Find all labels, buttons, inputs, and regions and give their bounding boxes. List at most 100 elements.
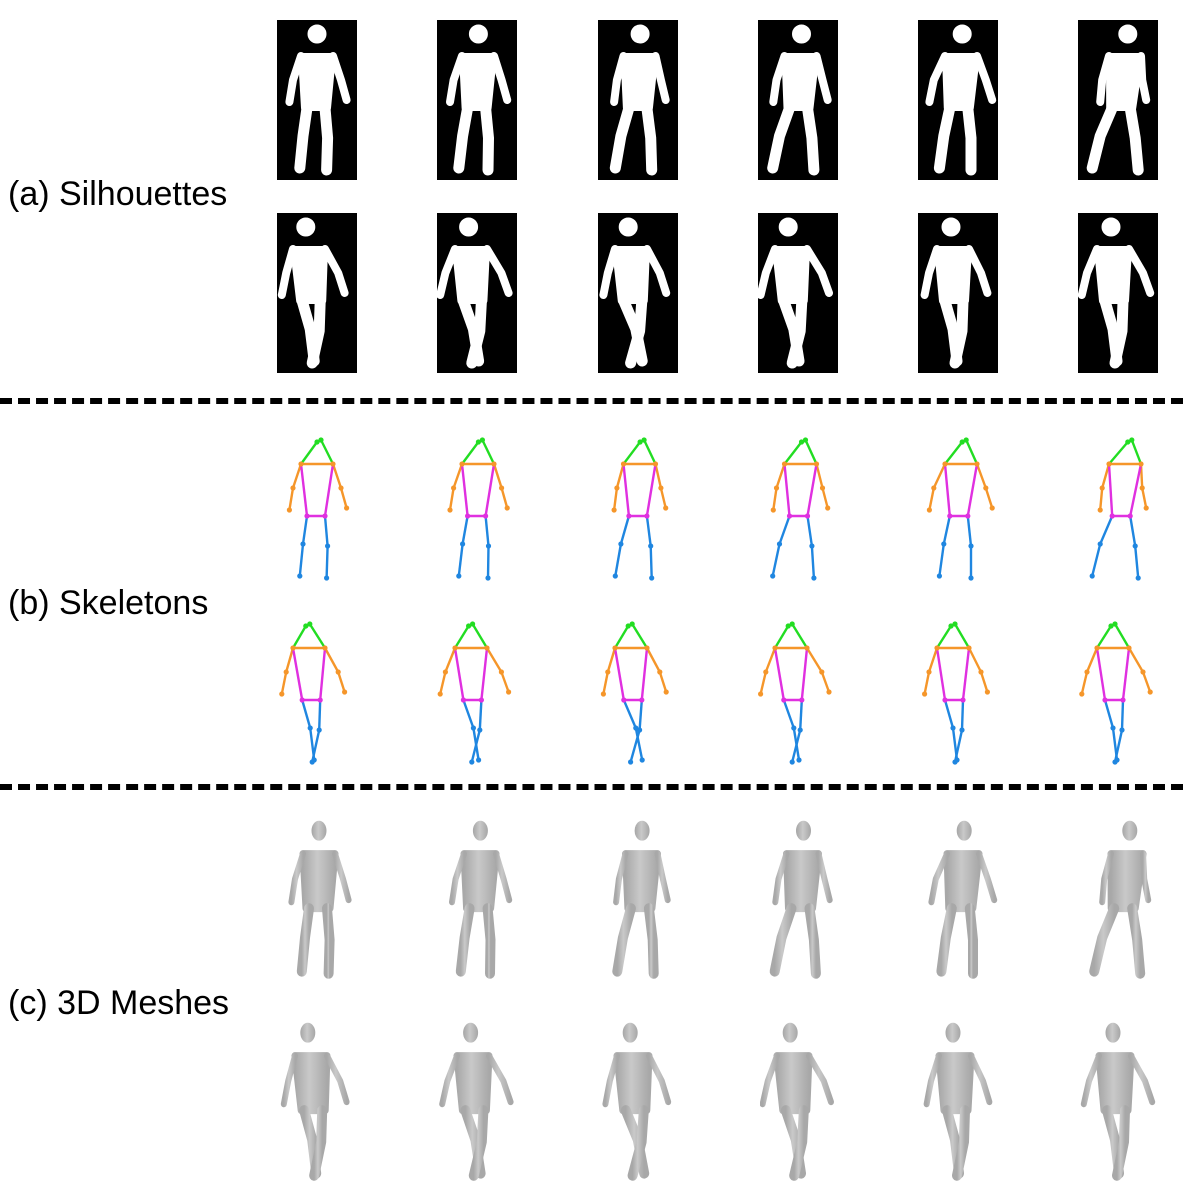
skeleton-joint	[797, 727, 803, 733]
skeleton-bone	[645, 463, 657, 517]
skeleton-bone	[979, 671, 989, 693]
silhouette-figure	[599, 217, 671, 369]
skeleton-bone	[325, 545, 329, 579]
skeleton-joint	[485, 575, 491, 581]
skeleton-joint	[781, 461, 788, 467]
skeleton-joint	[483, 513, 489, 519]
skeleton-bone	[1134, 545, 1140, 579]
skeleton-joint	[338, 485, 344, 491]
skeleton-bone	[614, 543, 623, 577]
skeleton-bone	[772, 487, 778, 511]
skeleton-joint	[620, 461, 627, 467]
skeleton-bone	[448, 487, 455, 511]
skeleton-joint	[303, 623, 309, 629]
skeleton-frame-1-2	[437, 428, 517, 588]
skeleton-joint	[1089, 573, 1095, 579]
skeleton-joint	[470, 725, 476, 731]
skeleton-bone	[480, 647, 489, 701]
skeleton-joint	[322, 645, 328, 651]
skeleton-bone	[484, 463, 496, 517]
skeleton-bone	[783, 463, 791, 517]
skeleton-joint	[952, 621, 958, 627]
skeleton-bone	[783, 441, 803, 465]
skeleton-bone	[629, 729, 641, 763]
mesh-figure	[760, 1022, 834, 1181]
skeleton-frame-1-1	[277, 428, 357, 588]
silhouette-frame-1-3	[598, 20, 678, 180]
skeleton-bone	[318, 699, 322, 731]
skeleton-joint	[776, 541, 783, 547]
divider-bottom	[0, 784, 1183, 790]
skeleton-joint	[325, 543, 331, 549]
skeleton-joint	[966, 645, 972, 651]
skeleton-joint	[959, 727, 965, 733]
skeleton-bone	[291, 647, 304, 701]
skeleton-joint	[309, 759, 315, 765]
skeleton-joint	[1147, 689, 1153, 695]
skeleton-joint	[1126, 645, 1132, 651]
skeleton-joint	[658, 485, 664, 491]
skeleton-bone	[975, 463, 987, 489]
skeleton-frame-2-1	[277, 612, 357, 772]
skeleton-joint	[442, 669, 448, 675]
skeleton-bone	[300, 441, 318, 465]
skeleton-bone	[659, 487, 667, 509]
skeleton-joint	[498, 669, 504, 675]
skeleton-joint	[612, 573, 618, 579]
skeleton-joint	[926, 669, 932, 675]
skeleton-joint	[637, 727, 643, 733]
skeleton-bone	[622, 441, 642, 465]
skeleton-joint	[942, 697, 948, 703]
skeleton-bone	[932, 463, 947, 489]
silhouette-figure	[767, 24, 832, 176]
skeleton-bone	[478, 699, 483, 731]
skeleton-joint	[342, 689, 348, 695]
skeleton-bone	[791, 729, 802, 763]
skeleton-bone	[485, 647, 503, 673]
skeleton-joint	[1094, 645, 1100, 651]
skeleton-joint	[978, 669, 984, 675]
silhouette-frame-1-2	[437, 20, 517, 180]
mesh-figure	[439, 1022, 514, 1181]
skeleton-joint	[506, 689, 512, 695]
skeleton-bone	[612, 487, 619, 511]
skeleton-joint	[460, 697, 466, 703]
skeleton-bone	[1129, 463, 1143, 517]
skeleton-bone	[1080, 671, 1089, 695]
skeleton-bone	[927, 647, 939, 673]
skeleton-bone	[773, 625, 790, 649]
mesh-frame-2-1	[279, 1010, 359, 1190]
skeleton-joint	[484, 645, 490, 651]
skeleton-joint	[625, 623, 631, 629]
skeleton-bone	[486, 545, 490, 579]
silhouette-figure	[446, 24, 512, 176]
mesh-figure	[769, 820, 833, 979]
skeleton-joint	[639, 697, 645, 703]
skeleton-bone	[319, 439, 335, 465]
skeleton-joint	[1112, 621, 1118, 627]
skeleton-joint	[1125, 439, 1131, 445]
skeleton-bone	[634, 727, 644, 761]
skeleton-bone	[778, 515, 791, 545]
silhouette-figure	[920, 217, 992, 369]
skeleton-joint	[491, 461, 497, 467]
silhouette-figure	[277, 217, 349, 369]
skeleton-joint	[770, 573, 776, 579]
skeleton-bone	[1103, 699, 1115, 729]
skeleton-joint	[298, 461, 304, 467]
skeleton-bone	[453, 625, 470, 649]
skeleton-bone	[319, 647, 327, 701]
skeleton-joint	[811, 575, 817, 581]
skeleton-bone	[615, 463, 625, 489]
skeleton-bone	[800, 647, 809, 701]
skeleton-joint	[960, 697, 966, 703]
skeleton-joint	[758, 691, 764, 697]
skeleton-joint	[626, 513, 632, 519]
skeleton-joint	[611, 507, 617, 513]
skeleton-bone	[773, 647, 785, 701]
skeleton-bone	[799, 699, 803, 731]
skeleton-bone	[775, 463, 786, 489]
skeleton-bone	[1095, 647, 1107, 701]
skeleton-joint	[290, 645, 296, 651]
skeleton-frame-1-6	[1078, 428, 1158, 588]
